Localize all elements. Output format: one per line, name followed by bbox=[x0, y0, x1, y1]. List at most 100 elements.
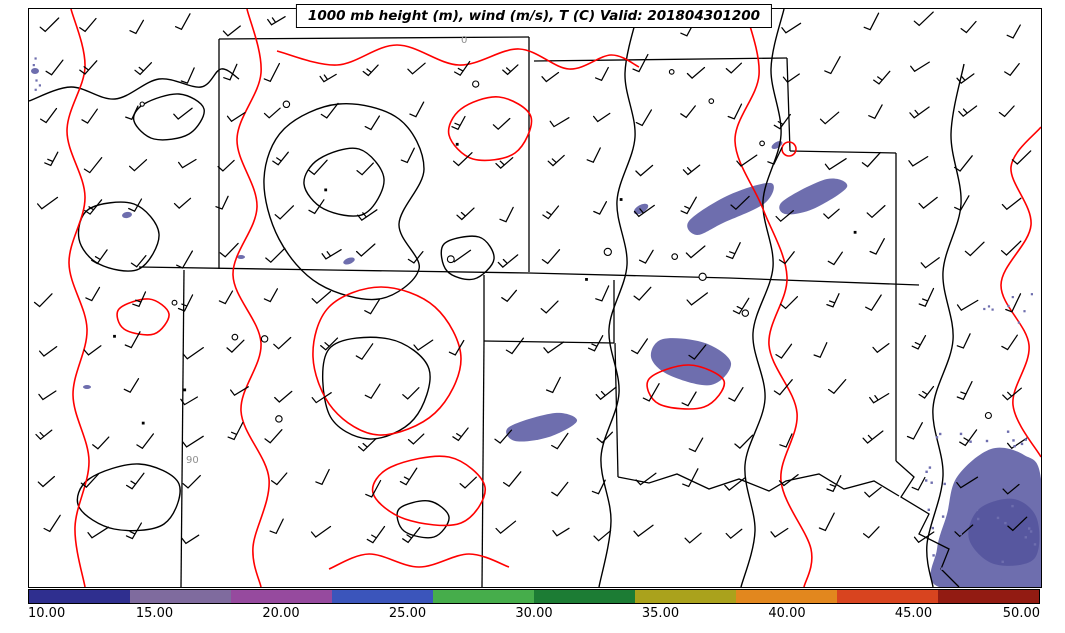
calm-wind-circle bbox=[139, 101, 145, 107]
calm-wind-circle bbox=[759, 140, 765, 147]
wind-barb bbox=[954, 195, 970, 212]
wind-barb bbox=[920, 257, 940, 269]
wind-barb bbox=[587, 335, 604, 352]
wind-barb bbox=[638, 249, 654, 264]
wind-barb bbox=[91, 249, 108, 265]
wind-barb bbox=[180, 67, 195, 84]
wind-barb bbox=[773, 113, 791, 130]
wind-barb bbox=[770, 527, 789, 538]
wind-barb bbox=[682, 468, 699, 488]
wind-barb bbox=[492, 117, 511, 131]
wind-barb bbox=[219, 242, 239, 258]
calm-wind-circle bbox=[282, 100, 291, 109]
wind-barb bbox=[269, 518, 284, 535]
wind-barb bbox=[686, 66, 706, 79]
wind-barb bbox=[910, 61, 930, 73]
precip-speck bbox=[932, 554, 935, 557]
wind-barb bbox=[274, 205, 295, 220]
precip-shading bbox=[779, 178, 848, 215]
colorbar-segment bbox=[635, 590, 736, 603]
height-contour bbox=[598, 9, 640, 587]
precip-speck bbox=[975, 508, 979, 512]
precip-speck bbox=[237, 255, 245, 259]
precip-speck bbox=[931, 526, 934, 530]
calm-wind-circle bbox=[668, 69, 675, 75]
wind-barb bbox=[956, 73, 975, 84]
calm-wind-circle bbox=[603, 247, 612, 257]
precip-speck bbox=[976, 570, 979, 574]
precip-speck bbox=[957, 539, 960, 542]
wind-barb bbox=[633, 286, 652, 301]
precip-speck bbox=[987, 305, 991, 308]
wind-barb bbox=[913, 11, 934, 27]
wind-barb bbox=[592, 112, 611, 123]
colorbar-segment bbox=[332, 590, 433, 603]
wind-barb bbox=[136, 433, 155, 450]
colorbar-tick-labels: 10.00 15.00 20.00 25.00 30.00 35.00 40.00 45.00… bbox=[28, 606, 1040, 626]
wind-barb bbox=[1007, 516, 1028, 532]
wind-barb bbox=[364, 383, 381, 400]
wind-barb bbox=[998, 105, 1015, 118]
precip-speck bbox=[941, 515, 945, 518]
station-dot bbox=[141, 421, 145, 425]
state-border bbox=[138, 266, 920, 286]
precip-speck bbox=[969, 440, 972, 443]
precip-speck bbox=[83, 385, 91, 389]
precip-speck bbox=[1023, 310, 1026, 313]
wind-barb bbox=[310, 525, 332, 538]
colorbar-segment bbox=[29, 590, 130, 603]
wind-barb bbox=[773, 379, 793, 396]
colorbar-segment bbox=[837, 590, 938, 603]
wind-barb bbox=[125, 105, 139, 121]
wind-barb bbox=[130, 254, 147, 268]
wind-barb bbox=[263, 107, 281, 119]
map-canvas: 90 0 bbox=[29, 9, 1041, 587]
wind-barb bbox=[407, 62, 426, 75]
wind-barb bbox=[174, 13, 191, 31]
temperature-contour bbox=[328, 553, 510, 570]
height-contour bbox=[926, 63, 965, 587]
wind-barb bbox=[84, 199, 103, 215]
precip-speck bbox=[983, 307, 986, 311]
wind-barb bbox=[872, 342, 890, 354]
wind-barb bbox=[736, 154, 758, 167]
wind-barb bbox=[954, 524, 974, 538]
wind-barb bbox=[596, 431, 614, 444]
precip-speck bbox=[1020, 442, 1024, 446]
wind-barb bbox=[1000, 240, 1022, 256]
wind-barb bbox=[264, 429, 283, 444]
wind-barb bbox=[688, 344, 707, 360]
precip-speck bbox=[944, 576, 947, 579]
colorbar-tick-label: 10.00 bbox=[28, 606, 66, 621]
precip-speck bbox=[1035, 512, 1039, 515]
temperature-contour bbox=[276, 44, 640, 70]
wind-barb bbox=[727, 103, 743, 120]
wind-barb bbox=[267, 16, 286, 26]
precip-speck bbox=[1029, 530, 1033, 533]
calm-wind-circle bbox=[671, 253, 679, 260]
precip-speck bbox=[1024, 438, 1027, 441]
colorbar-tick-label: 30.00 bbox=[515, 606, 553, 621]
wind-barb bbox=[43, 514, 61, 533]
wind-barb bbox=[552, 527, 570, 537]
map-frame: 90 0 bbox=[28, 8, 1042, 588]
wind-barb bbox=[685, 245, 706, 259]
state-border bbox=[617, 473, 900, 497]
height-contour bbox=[396, 500, 450, 539]
wind-barb bbox=[366, 525, 386, 544]
colorbar-tick-label: 45.00 bbox=[894, 606, 933, 621]
colorbar-segment bbox=[231, 590, 332, 603]
wind-barb bbox=[83, 345, 102, 356]
wind-barb bbox=[37, 475, 56, 488]
calm-wind-circle bbox=[984, 411, 992, 420]
wind-barb bbox=[173, 107, 193, 120]
wind-barb bbox=[320, 337, 339, 351]
colorbar-tick-label: 25.00 bbox=[388, 606, 427, 621]
wind-barb bbox=[730, 195, 750, 211]
precip-speck bbox=[1017, 472, 1020, 476]
wind-barb bbox=[595, 386, 617, 401]
colorbar-segment bbox=[534, 590, 635, 603]
wind-barb bbox=[824, 56, 841, 75]
temperature-contour bbox=[1000, 126, 1041, 458]
